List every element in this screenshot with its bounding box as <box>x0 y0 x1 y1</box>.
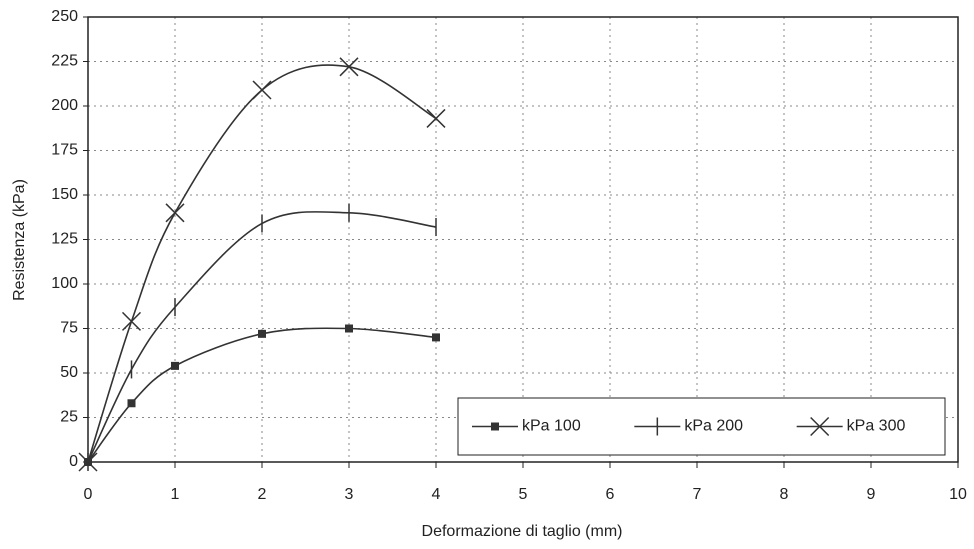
y-tick-label: 75 <box>60 320 78 337</box>
y-tick-label: 250 <box>51 8 78 25</box>
marker-x <box>339 57 359 77</box>
y-tick-label: 150 <box>51 186 78 203</box>
marker-square <box>127 399 136 408</box>
y-axis-label: Resistenza (kPa) <box>11 179 28 301</box>
x-tick-label: 1 <box>171 486 180 503</box>
marker <box>258 329 266 338</box>
legend-label: kPa 100 <box>522 418 581 435</box>
x-tick-label: 5 <box>519 486 528 503</box>
y-tick-label: 225 <box>51 53 78 70</box>
legend-label: kPa 200 <box>684 418 743 435</box>
x-tick-label: 4 <box>432 486 441 503</box>
x-tick-label: 3 <box>345 486 354 503</box>
marker <box>491 422 499 431</box>
plot-frame <box>87 16 959 463</box>
marker <box>432 333 440 342</box>
marker <box>78 452 98 472</box>
marker-x <box>810 416 830 437</box>
marker-x <box>78 452 98 472</box>
y-tick-label: 125 <box>51 231 78 248</box>
marker-x <box>426 108 446 128</box>
x-tick-label: 7 <box>693 486 702 503</box>
x-tick-label: 8 <box>780 486 789 503</box>
marker-square <box>491 422 499 431</box>
y-tick-label: 50 <box>60 364 78 381</box>
marker-square <box>432 333 440 342</box>
y-tick-label: 25 <box>60 409 78 426</box>
legend: kPa 100 kPa 200 kPa 300 <box>457 397 946 456</box>
marker <box>426 108 446 128</box>
marker-x <box>165 203 185 223</box>
y-tick-label: 200 <box>51 97 78 114</box>
marker <box>127 399 136 408</box>
marker-square <box>171 361 179 370</box>
marker-x <box>252 80 272 100</box>
marker <box>165 203 185 223</box>
legend-box <box>457 397 946 456</box>
y-tick-label: 0 <box>69 453 78 470</box>
marker <box>121 311 142 331</box>
marker <box>252 80 272 100</box>
series-line <box>87 210 437 463</box>
x-tick-label: 6 <box>606 486 615 503</box>
x-tick-label: 2 <box>258 486 267 503</box>
legend-label: kPa 300 <box>847 418 906 435</box>
y-tick-label: 175 <box>51 142 78 159</box>
series-line <box>87 64 437 463</box>
marker <box>339 57 359 77</box>
x-tick-label: 9 <box>867 486 876 503</box>
marker <box>345 324 353 333</box>
marker <box>810 416 830 437</box>
marker-square <box>258 329 266 338</box>
x-tick-label: 0 <box>84 486 93 503</box>
y-tick-label: 100 <box>51 275 78 292</box>
marker-square <box>345 324 353 333</box>
x-axis-label: Deformazione di taglio (mm) <box>422 523 623 540</box>
marker <box>171 361 179 370</box>
marker-x <box>121 311 142 331</box>
x-tick-label: 10 <box>949 486 967 503</box>
